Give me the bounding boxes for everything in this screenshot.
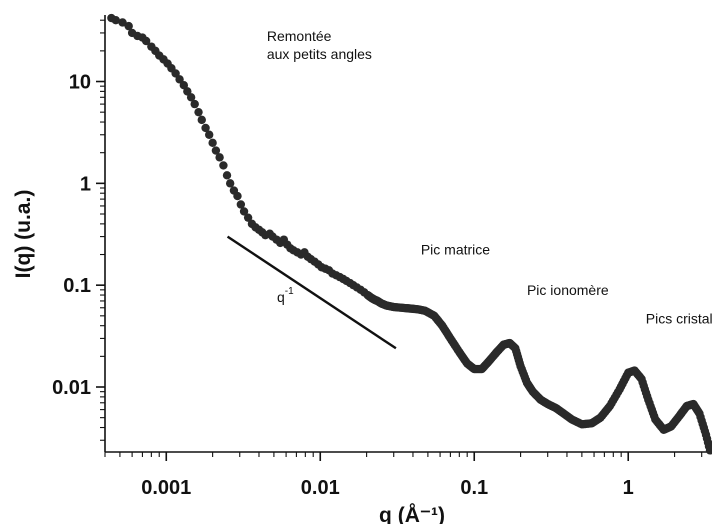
- y-axis-title: I(q) (u.a.): [12, 190, 35, 279]
- axes: 0.001 0.01 0.1 1 0.01 0.1 1 10: [52, 15, 712, 499]
- data-point: [118, 18, 127, 27]
- x-tick-label: 0.01: [301, 477, 340, 499]
- annotation-ionomer-peak: Pic ionomère: [527, 282, 609, 298]
- data-point: [219, 161, 228, 170]
- y-tick-label: 1: [80, 173, 91, 195]
- data-point: [171, 69, 180, 78]
- data-point: [124, 21, 133, 31]
- x-tick-label: 0.001: [141, 477, 191, 499]
- data-point: [208, 138, 217, 148]
- data-point: [243, 213, 253, 222]
- data-point: [204, 130, 214, 139]
- data-point: [233, 191, 242, 201]
- data-point: [222, 171, 232, 180]
- data-point: [190, 99, 199, 109]
- y-tick-label: 0.01: [52, 377, 91, 399]
- data-point: [211, 146, 221, 155]
- data-point: [236, 200, 246, 209]
- data-point: [239, 207, 249, 216]
- x-axis-title: q (Å⁻¹): [379, 503, 445, 524]
- slope-label: q-1: [277, 286, 294, 305]
- data-point: [215, 153, 224, 162]
- data-point: [186, 93, 196, 102]
- data-point: [175, 75, 184, 84]
- slope-label-exponent: -1: [285, 286, 294, 297]
- data-point: [179, 81, 189, 90]
- annotation-small-angle-upturn: aux petits angles: [267, 46, 372, 62]
- y-tick-label: 10: [69, 72, 91, 94]
- data-point: [705, 446, 712, 455]
- data-point: [201, 123, 210, 133]
- data-point: [225, 179, 235, 188]
- x-tick-label: 0.1: [460, 477, 488, 499]
- annotation-matrix-peak: Pic matrice: [421, 242, 490, 258]
- data-point: [111, 16, 120, 25]
- data-points: [107, 13, 712, 455]
- axis-titles: q (Å⁻¹) I(q) (u.a.): [12, 190, 445, 524]
- data-point: [194, 107, 203, 117]
- x-tick-label: 1: [623, 477, 634, 499]
- annotation-small-angle-upturn: Remontée: [267, 28, 332, 44]
- data-point: [141, 36, 151, 46]
- annotation-crystalline-peaks: Pics cristallins: [646, 311, 712, 327]
- data-point: [197, 115, 206, 125]
- y-tick-label: 0.1: [63, 275, 91, 297]
- annotations: Remontée aux petits angles Pic matrice Pic …: [267, 28, 712, 327]
- slope-line: [226, 235, 397, 350]
